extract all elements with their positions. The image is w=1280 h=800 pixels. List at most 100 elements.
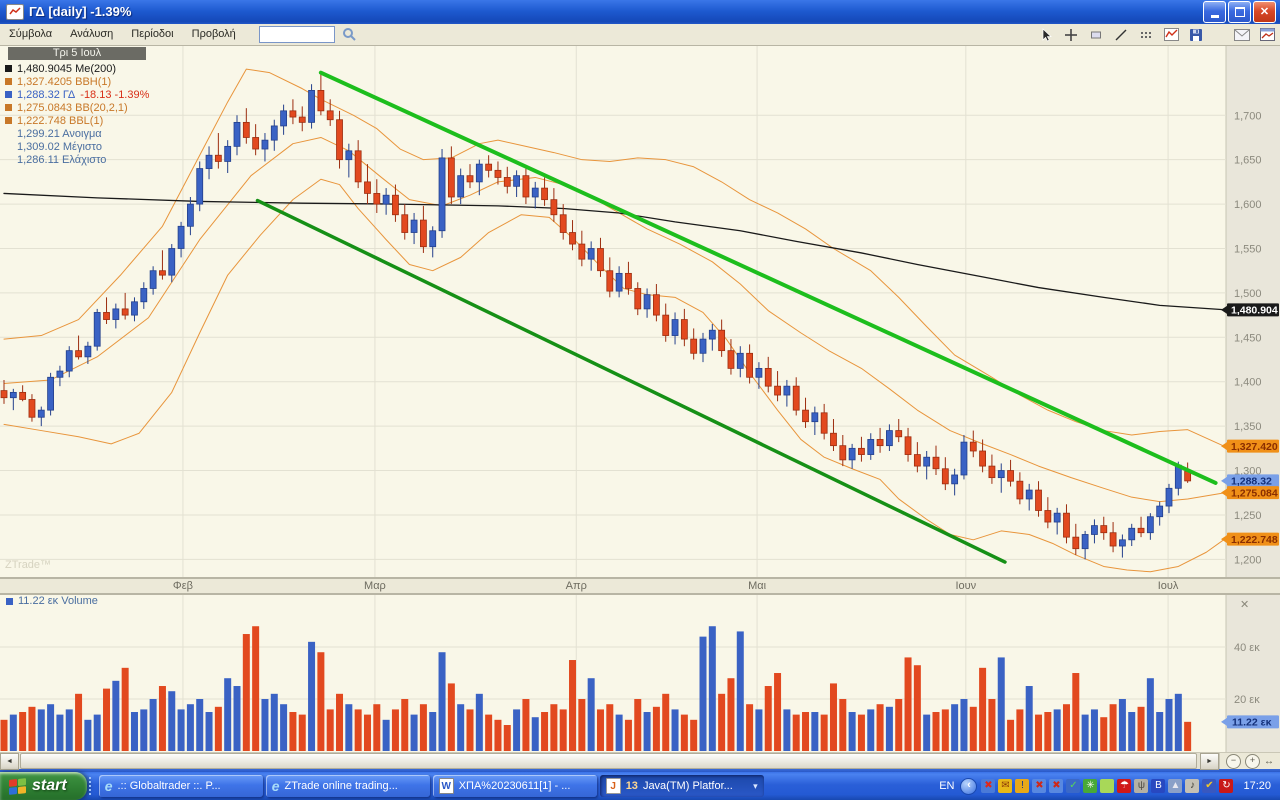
restore-button[interactable] xyxy=(1228,0,1251,23)
price-chart-svg[interactable]: 1,700 1,650 1,600 1,550 1,500 1,450 1,400 1,350… xyxy=(0,46,1280,579)
volume-bar xyxy=(205,712,213,752)
menu-item-2[interactable]: Περίοδοι xyxy=(131,27,174,40)
candle-body xyxy=(326,110,334,121)
antivirus-disc-icon[interactable]: ↻ xyxy=(1219,779,1234,793)
close-button[interactable]: ✕ xyxy=(1253,0,1276,23)
volume-bar xyxy=(820,714,828,752)
volume-bar xyxy=(298,714,306,752)
line-tool-icon[interactable] xyxy=(1112,26,1130,44)
scroll-right-button[interactable]: ► xyxy=(1200,753,1219,771)
search-icon[interactable] xyxy=(341,25,359,43)
taskbar-button-0[interactable]: e .:: Globaltrader ::. P... xyxy=(98,775,263,797)
bbl-tag-notch xyxy=(1221,535,1227,544)
volume-bar xyxy=(792,714,800,752)
y-tick-label: 1,550 xyxy=(1234,244,1262,256)
grid-tool-icon[interactable] xyxy=(1137,26,1155,44)
scrollbar-track[interactable] xyxy=(19,753,1200,770)
candle-body xyxy=(224,146,232,162)
box-tool-icon[interactable] xyxy=(1087,26,1105,44)
mail-notify-icon[interactable]: ✉ xyxy=(998,779,1013,793)
candle-body xyxy=(774,385,781,396)
rocket-icon[interactable]: ▲ xyxy=(1168,779,1183,793)
network-error-icon[interactable]: ✖ xyxy=(981,779,996,793)
candle-body xyxy=(392,194,399,216)
network-disconnected2-icon[interactable]: ✖ xyxy=(1049,779,1064,793)
volume-bar xyxy=(876,704,884,752)
volume-bar xyxy=(56,714,64,752)
chart-tool-icon[interactable] xyxy=(1162,26,1180,44)
candle-body xyxy=(792,385,800,411)
volume-bar xyxy=(345,704,353,752)
candle-body xyxy=(634,288,642,310)
java-icon: J xyxy=(605,778,621,794)
quick-launch-separator[interactable] xyxy=(87,772,97,800)
language-indicator[interactable]: EN xyxy=(939,780,955,792)
candle-body xyxy=(690,338,698,354)
network-disconnected-icon[interactable]: ✖ xyxy=(1032,779,1047,793)
candle-body xyxy=(541,187,548,201)
candle-body xyxy=(736,353,744,369)
taskbar-button-1[interactable]: e ZTrade online trading... xyxy=(265,775,430,797)
volume-tick-label: 40 εκ xyxy=(1234,642,1260,654)
internet-explorer-icon: e xyxy=(271,778,280,794)
month-label-Ιουν: Ιουν xyxy=(955,580,977,593)
volume-bar xyxy=(186,704,194,752)
save-icon[interactable] xyxy=(1187,26,1205,44)
candle-body xyxy=(969,441,977,452)
month-label-Μαρ: Μαρ xyxy=(364,580,386,593)
volume-panel-close-icon[interactable]: ✕ xyxy=(1240,599,1249,611)
volume-bar xyxy=(783,709,791,752)
taskbar-button-2[interactable]: W ΧΠΑ%20230611[1] - ... xyxy=(432,775,597,797)
symbol-search-input[interactable] xyxy=(258,25,335,43)
volume-speaker-icon[interactable]: ♪ xyxy=(1185,779,1200,793)
cursor-tool-icon[interactable] xyxy=(1037,26,1055,44)
volume-bar xyxy=(391,709,399,752)
volume-bar xyxy=(811,712,819,752)
menu-item-3[interactable]: Προβολή xyxy=(191,27,236,40)
volume-bar xyxy=(550,704,558,752)
avira-umbrella-icon[interactable]: ☂ xyxy=(1117,779,1132,793)
bbm-tag xyxy=(1227,486,1279,500)
volume-bar xyxy=(671,709,679,752)
candle-body xyxy=(354,150,362,183)
bbh-tag xyxy=(1227,439,1279,453)
candle-body xyxy=(131,301,138,316)
chart-window-icon[interactable] xyxy=(1258,26,1276,44)
taskbar-button-3[interactable]: J 13 Java(TM) Platfor... ▾ xyxy=(599,775,764,797)
mail-icon[interactable] xyxy=(1233,26,1251,44)
crosshair-tool-icon[interactable] xyxy=(1062,26,1080,44)
security-shield-icon[interactable]: ! xyxy=(1015,779,1030,793)
volume-bar xyxy=(578,699,586,752)
ztrade-watermark: ZTrade™ xyxy=(5,559,52,572)
signal-antenna-icon[interactable]: ψ xyxy=(1134,779,1149,793)
month-label-Φεβ: Φεβ xyxy=(172,580,193,593)
start-button[interactable]: start xyxy=(0,772,87,800)
volume-bar xyxy=(951,704,959,752)
tray-collapse-chevron-icon[interactable]: ‹ xyxy=(960,777,978,795)
zoom-out-button[interactable]: − xyxy=(1226,753,1241,769)
volume-bar xyxy=(708,626,716,752)
scrollbar-thumb[interactable] xyxy=(20,753,1197,770)
menu-item-0[interactable]: Σύμβολα xyxy=(9,27,53,40)
bluetooth-icon[interactable]: B xyxy=(1151,779,1166,793)
volume-bar xyxy=(214,706,222,752)
candle-body xyxy=(252,137,260,150)
leaf-icon[interactable] xyxy=(1100,779,1115,793)
minimize-button[interactable] xyxy=(1203,0,1226,23)
volume-chart-svg[interactable]: 40 εκ 20 εκ 11.22 εκ ✕ xyxy=(0,594,1280,753)
volume-bar xyxy=(643,712,651,752)
fit-width-button[interactable]: ↔ xyxy=(1264,755,1274,767)
candle-body xyxy=(625,273,632,289)
updates-icon[interactable]: ✓ xyxy=(1066,779,1081,793)
certificate-icon[interactable]: ✳ xyxy=(1083,779,1098,793)
menu-item-1[interactable]: Ανάλυση xyxy=(70,27,114,40)
candle-body xyxy=(336,119,343,161)
candle-body xyxy=(746,353,753,378)
zoom-in-button[interactable]: + xyxy=(1245,753,1260,769)
pen-check-icon[interactable]: ✔ xyxy=(1202,779,1217,793)
candle-body xyxy=(680,319,688,340)
chart-scrollbar[interactable]: ◄ ► − + ↔ xyxy=(0,752,1280,771)
scroll-left-button[interactable]: ◄ xyxy=(0,753,19,771)
volume-bar xyxy=(233,686,241,752)
volume-bar xyxy=(336,693,344,752)
